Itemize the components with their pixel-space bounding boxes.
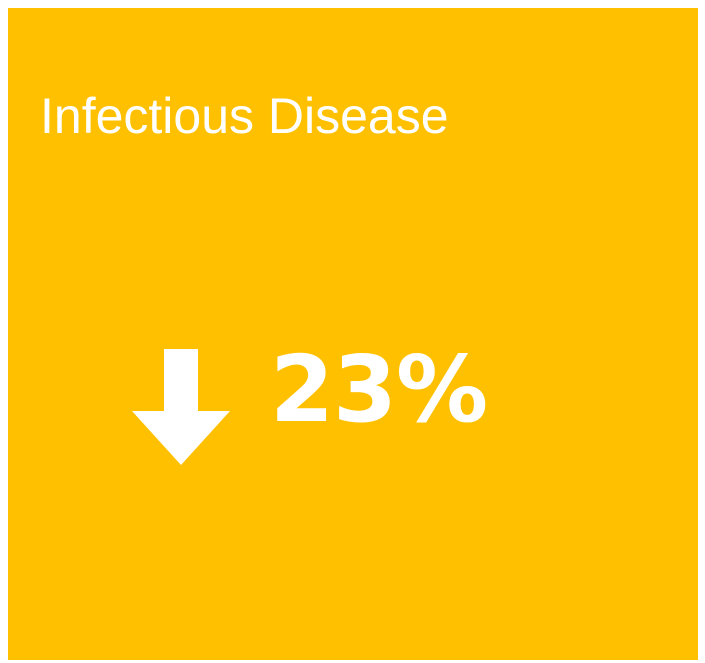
metric-value: 23% [270, 336, 488, 443]
tile-title: Infectious Disease [40, 88, 449, 144]
arrow-down-icon [132, 349, 230, 465]
metric-tile: Infectious Disease 23% [8, 8, 698, 660]
